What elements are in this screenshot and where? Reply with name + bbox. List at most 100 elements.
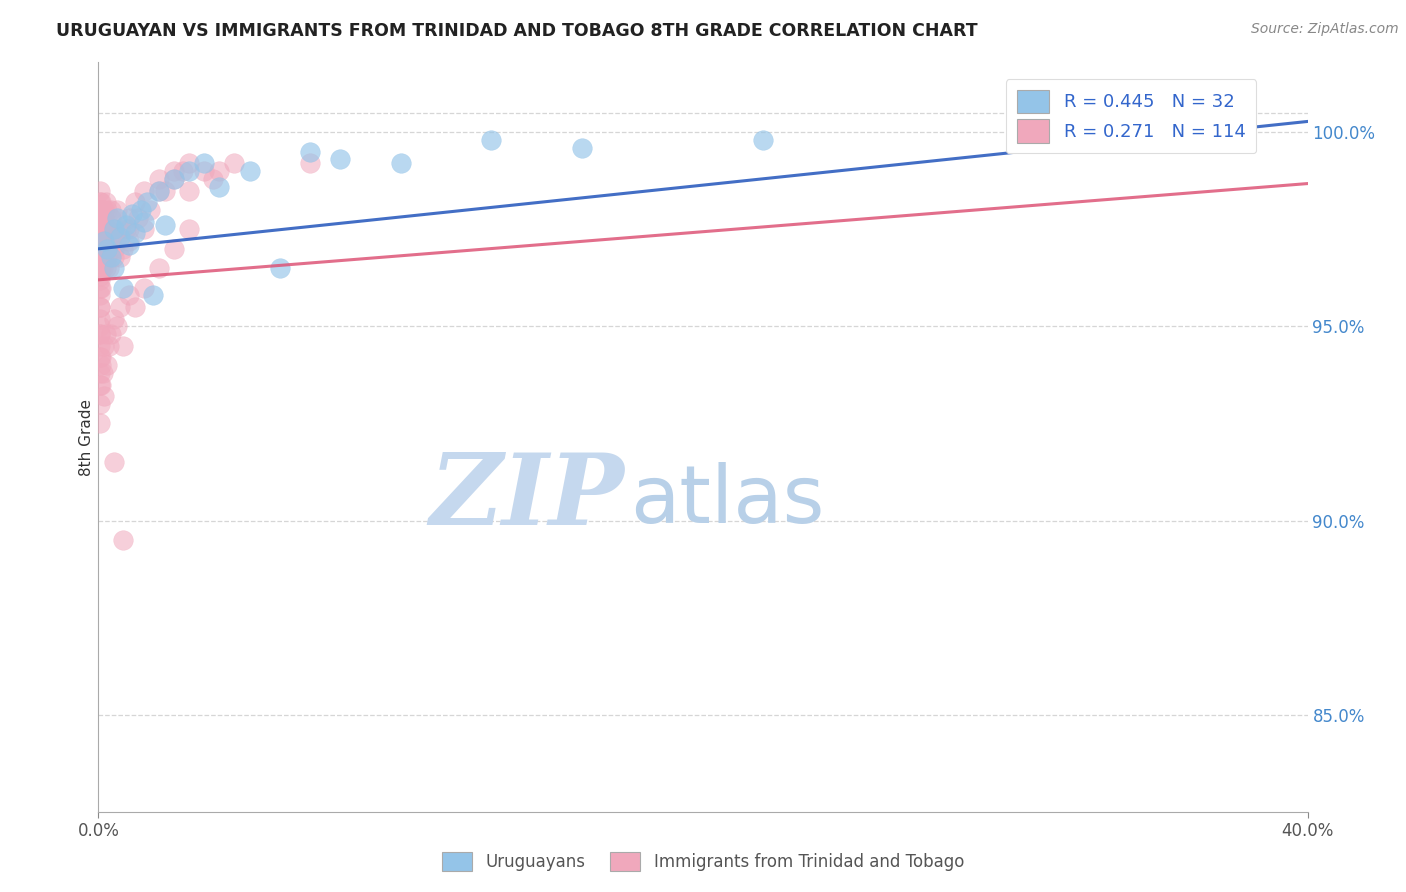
- Point: [118, 238, 141, 252]
- Point: [94, 195, 117, 210]
- Point: [91, 202, 114, 217]
- Point: [179, 184, 201, 198]
- Point: [91, 366, 114, 380]
- Point: [114, 222, 136, 236]
- Point: [132, 184, 155, 198]
- Point: [103, 222, 125, 236]
- Point: [89, 207, 111, 221]
- Point: [89, 273, 111, 287]
- Point: [89, 397, 111, 411]
- Point: [89, 261, 111, 276]
- Point: [90, 202, 112, 217]
- Point: [93, 234, 115, 248]
- Point: [118, 211, 141, 225]
- Point: [121, 207, 143, 221]
- Point: [148, 184, 170, 198]
- Point: [89, 319, 111, 334]
- Point: [96, 242, 118, 256]
- Point: [127, 211, 149, 225]
- Point: [103, 261, 125, 276]
- Point: [329, 153, 352, 167]
- Point: [89, 219, 111, 233]
- Point: [100, 327, 122, 342]
- Point: [571, 141, 593, 155]
- Point: [111, 339, 134, 353]
- Point: [89, 250, 111, 264]
- Point: [90, 230, 112, 244]
- Point: [105, 230, 128, 244]
- Point: [148, 184, 170, 198]
- Point: [752, 133, 775, 147]
- Point: [124, 195, 146, 210]
- Point: [90, 242, 112, 256]
- Point: [208, 164, 231, 178]
- Point: [389, 156, 412, 170]
- Point: [91, 214, 114, 228]
- Text: URUGUAYAN VS IMMIGRANTS FROM TRINIDAD AND TOBAGO 8TH GRADE CORRELATION CHART: URUGUAYAN VS IMMIGRANTS FROM TRINIDAD AN…: [56, 22, 977, 40]
- Point: [98, 230, 121, 244]
- Point: [89, 184, 111, 198]
- Point: [132, 222, 155, 236]
- Point: [148, 172, 170, 186]
- Point: [108, 300, 131, 314]
- Point: [91, 261, 114, 276]
- Point: [100, 211, 122, 225]
- Point: [90, 250, 112, 264]
- Point: [90, 261, 112, 276]
- Point: [89, 339, 111, 353]
- Point: [153, 219, 176, 233]
- Point: [118, 222, 141, 236]
- Point: [89, 351, 111, 365]
- Point: [96, 222, 118, 236]
- Point: [89, 242, 111, 256]
- Point: [89, 214, 111, 228]
- Point: [118, 288, 141, 302]
- Point: [239, 164, 262, 178]
- Point: [89, 288, 111, 302]
- Point: [163, 172, 186, 186]
- Point: [89, 268, 111, 283]
- Point: [91, 242, 114, 256]
- Point: [100, 202, 122, 217]
- Point: [93, 389, 115, 403]
- Point: [89, 300, 111, 314]
- Point: [93, 250, 115, 264]
- Point: [89, 280, 111, 294]
- Point: [98, 261, 121, 276]
- Point: [94, 242, 117, 256]
- Point: [299, 145, 322, 159]
- Point: [269, 261, 291, 276]
- Point: [108, 222, 131, 236]
- Point: [98, 339, 121, 353]
- Point: [132, 214, 155, 228]
- Point: [89, 222, 111, 236]
- Point: [108, 230, 131, 244]
- Point: [103, 311, 125, 326]
- Point: [148, 261, 170, 276]
- Point: [105, 202, 128, 217]
- Legend: R = 0.445   N = 32, R = 0.271   N = 114: R = 0.445 N = 32, R = 0.271 N = 114: [1005, 79, 1256, 153]
- Point: [135, 195, 157, 210]
- Point: [93, 222, 115, 236]
- Point: [179, 164, 201, 178]
- Point: [105, 319, 128, 334]
- Point: [90, 211, 112, 225]
- Point: [100, 234, 122, 248]
- Point: [89, 250, 111, 264]
- Point: [139, 202, 162, 217]
- Point: [105, 211, 128, 225]
- Point: [90, 351, 112, 365]
- Point: [89, 211, 111, 225]
- Point: [114, 219, 136, 233]
- Point: [89, 327, 111, 342]
- Point: [89, 311, 111, 326]
- Point: [90, 377, 112, 392]
- Point: [91, 230, 114, 244]
- Point: [1206, 106, 1229, 120]
- Point: [108, 250, 131, 264]
- Point: [89, 195, 111, 210]
- Legend: Uruguayans, Immigrants from Trinidad and Tobago: Uruguayans, Immigrants from Trinidad and…: [433, 843, 973, 880]
- Point: [89, 377, 111, 392]
- Point: [89, 327, 111, 342]
- Point: [103, 242, 125, 256]
